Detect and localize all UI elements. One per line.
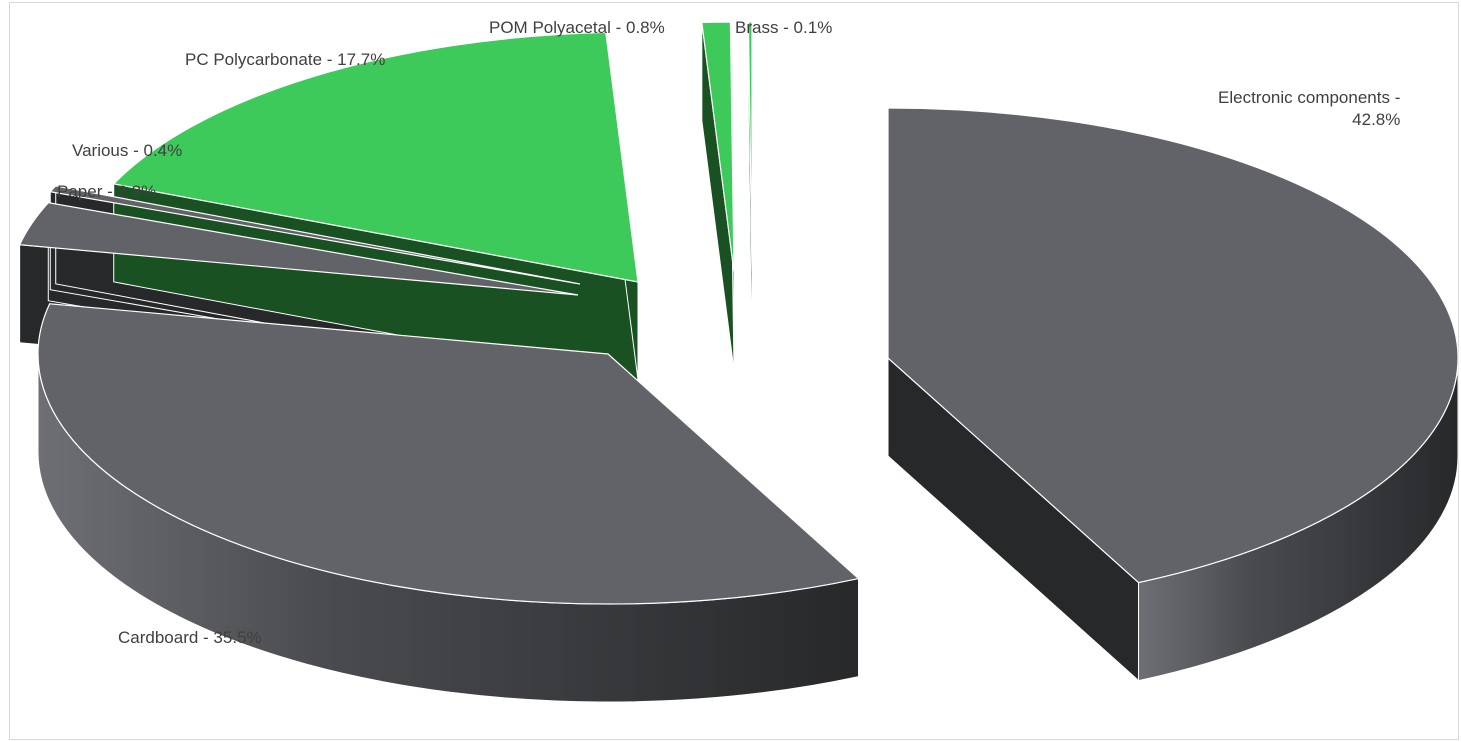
slice-pom-polyacetal-top [701,21,735,273]
slice-paper-top [18,202,579,296]
slice-various-top [49,185,581,285]
slice-tops-layer [18,21,1459,605]
label-brass: Brass - 0.1% [735,18,833,37]
label-electronic-components-line2: 42.8% [1352,110,1401,129]
label-electronic-components: Electronic components - 42.8% [1218,87,1400,131]
label-paper: Paper - 2.8% [57,182,157,201]
label-pom-polyacetal: POM Polyacetal - 0.8% [489,18,665,37]
label-various: Various - 0.4% [72,141,183,160]
label-electronic-components-line1: Electronic components - [1218,88,1401,107]
slice-cardboard-top [37,303,860,605]
slice-brass-top [747,21,753,273]
slice-pc-polycarbonate-top [112,31,639,283]
label-pc-polycarbonate: PC Polycarbonate - 17.7% [185,50,386,69]
slice-electronic-components-top [887,107,1459,584]
label-cardboard: Cardboard - 35.5% [118,628,262,647]
